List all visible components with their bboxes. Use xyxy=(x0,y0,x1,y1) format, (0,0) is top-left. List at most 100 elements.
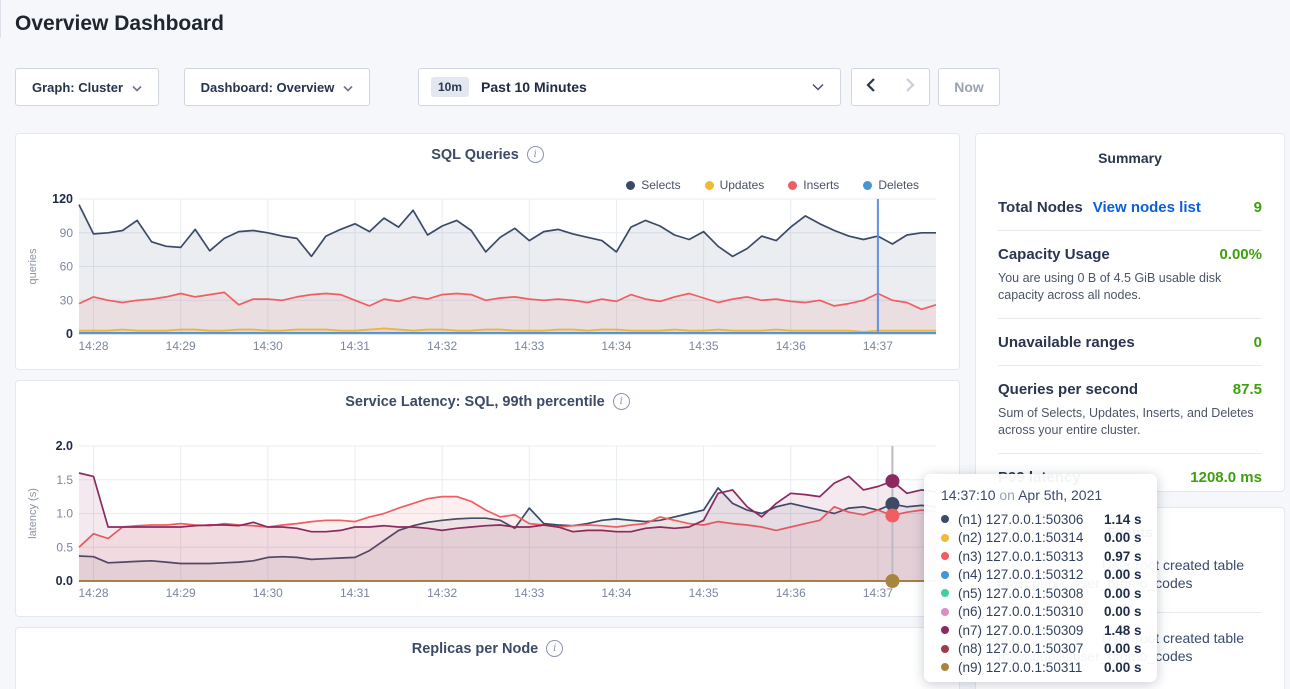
chevron-down-icon xyxy=(343,80,353,95)
node-color-dot xyxy=(941,533,949,542)
summary-rows: Total Nodes View nodes list 9 Capacity Usag… xyxy=(976,184,1284,500)
tooltip-node-row: (n7) 127.0.0.1:50309 1.48 s xyxy=(941,621,1143,640)
svg-text:0.5: 0.5 xyxy=(56,540,73,554)
graph-dropdown[interactable]: Graph: Cluster xyxy=(15,68,159,106)
svg-text:14:29: 14:29 xyxy=(166,586,196,600)
chevron-left-icon xyxy=(865,77,877,98)
svg-text:latency (s): latency (s) xyxy=(27,488,39,539)
service-latency-chart[interactable]: 0.0 0.5 1.0 1.5 2.0 14:28 14:29 14:30 14:31 14:32… xyxy=(16,436,961,611)
node-color-dot xyxy=(941,570,949,579)
svg-text:14:35: 14:35 xyxy=(689,339,719,353)
chevron-down-icon xyxy=(132,80,142,95)
svg-text:30: 30 xyxy=(60,293,74,307)
tooltip-node-value: 0.00 s xyxy=(1104,659,1142,675)
summary-panel: Summary Total Nodes View nodes list 9 Capac… xyxy=(975,133,1285,492)
node-color-dot xyxy=(941,552,949,561)
tooltip-node-label: (n8) 127.0.0.1:50307 xyxy=(958,641,1084,657)
svg-text:14:30: 14:30 xyxy=(253,586,283,600)
now-button[interactable]: Now xyxy=(938,68,1000,106)
legend-label: Inserts xyxy=(803,178,840,192)
legend-dot xyxy=(704,180,714,190)
legend-dot xyxy=(788,180,798,190)
legend-dot xyxy=(863,180,873,190)
svg-text:14:35: 14:35 xyxy=(689,586,719,600)
summary-row-value: 0.00% xyxy=(1219,246,1262,263)
dashboard-dropdown[interactable]: Dashboard: Overview xyxy=(184,68,370,106)
service-latency-panel: Service Latency: SQL, 99th percentile i … xyxy=(15,380,960,617)
info-icon[interactable]: i xyxy=(546,640,564,657)
summary-row-label: Total Nodes xyxy=(998,199,1083,216)
svg-text:0.0: 0.0 xyxy=(56,574,73,588)
tooltip-node-value: 0.00 s xyxy=(1104,530,1142,546)
tooltip-node-row: (n6) 127.0.0.1:50310 0.00 s xyxy=(941,603,1143,622)
info-icon[interactable]: i xyxy=(612,393,630,410)
graph-dropdown-label: Graph: Cluster xyxy=(31,79,123,95)
view-nodes-list-link[interactable]: View nodes list xyxy=(1092,199,1201,216)
summary-row-label: Queries per second xyxy=(998,381,1139,398)
tooltip-node-label: (n5) 127.0.0.1:50308 xyxy=(958,585,1084,601)
tooltip-node-row: (n4) 127.0.0.1:50312 0.00 s xyxy=(941,566,1143,585)
node-color-dot xyxy=(941,663,949,672)
tooltip-date: Apr 5th, 2021 xyxy=(1018,487,1103,503)
node-color-dot xyxy=(941,626,949,635)
summary-row: Queries per second 87.5 Sum of Selects, Up… xyxy=(998,366,1262,454)
tooltip-node-value: 0.00 s xyxy=(1104,585,1142,601)
tooltip-node-rows: (n1) 127.0.0.1:50306 1.14 s (n2) 127.0.0.1… xyxy=(941,510,1143,677)
tooltip-node-row: (n8) 127.0.0.1:50307 0.00 s xyxy=(941,640,1143,659)
sql-queries-title: SQL Queries xyxy=(431,146,519,163)
tooltip-node-label: (n6) 127.0.0.1:50310 xyxy=(958,604,1084,620)
tooltip-node-row: (n2) 127.0.0.1:50314 0.00 s xyxy=(941,529,1143,548)
node-color-dot xyxy=(941,607,949,616)
legend-item-selects[interactable]: Selects xyxy=(626,178,681,192)
node-color-dot xyxy=(941,589,949,598)
legend-dot xyxy=(626,180,636,190)
svg-text:1.5: 1.5 xyxy=(56,473,73,487)
tooltip-node-row: (n5) 127.0.0.1:50308 0.00 s xyxy=(941,584,1143,603)
time-prev-button[interactable] xyxy=(851,68,891,106)
summary-title: Summary xyxy=(1098,150,1162,166)
replicas-per-node-title: Replicas per Node xyxy=(411,640,539,657)
summary-row-label: Capacity Usage xyxy=(998,246,1110,263)
info-icon[interactable]: i xyxy=(526,146,544,163)
legend-item-deletes[interactable]: Deletes xyxy=(863,178,919,192)
tooltip-node-label: (n2) 127.0.0.1:50314 xyxy=(958,530,1084,546)
summary-row-top: Unavailable ranges 0 xyxy=(998,334,1262,351)
summary-row: Total Nodes View nodes list 9 xyxy=(998,184,1262,231)
svg-text:14:32: 14:32 xyxy=(427,339,457,353)
summary-row-value: 0 xyxy=(1253,334,1262,351)
tooltip-node-value: 0.00 s xyxy=(1104,604,1142,620)
tooltip-node-label: (n4) 127.0.0.1:50312 xyxy=(958,567,1084,583)
svg-text:14:32: 14:32 xyxy=(427,586,457,600)
time-range-dropdown[interactable]: 10m Past 10 Minutes xyxy=(418,68,841,106)
replicas-per-node-panel: Replicas per Node i xyxy=(15,627,960,689)
time-range-badge: 10m xyxy=(431,77,470,97)
time-next-button[interactable] xyxy=(890,68,930,106)
tooltip-node-value: 0.97 s xyxy=(1104,548,1142,564)
svg-text:14:37: 14:37 xyxy=(863,586,893,600)
summary-row-value: 87.5 xyxy=(1232,381,1262,398)
time-range-label: Past 10 Minutes xyxy=(481,79,587,95)
summary-row-description: You are using 0 B of 4.5 GiB usable disk… xyxy=(998,271,1222,302)
summary-row-top: Total Nodes View nodes list 9 xyxy=(998,199,1262,216)
legend-item-inserts[interactable]: Inserts xyxy=(788,178,839,192)
svg-text:2.0: 2.0 xyxy=(56,439,73,453)
svg-text:14:29: 14:29 xyxy=(166,339,196,353)
legend-item-updates[interactable]: Updates xyxy=(704,178,764,192)
sql-queries-panel: SQL Queries i Selects Updates Inserts Delet… xyxy=(15,133,960,370)
node-color-dot xyxy=(941,515,949,524)
svg-text:14:33: 14:33 xyxy=(514,586,544,600)
chevron-right-icon xyxy=(904,77,916,98)
svg-text:14:37: 14:37 xyxy=(863,339,893,353)
dashboard-dropdown-label: Dashboard: Overview xyxy=(200,79,335,95)
sql-queries-chart[interactable]: 0 30 60 90 120 14:28 14:29 14:30 14:31 14:32 14:33… xyxy=(16,189,961,364)
tooltip-node-label: (n9) 127.0.0.1:50311 xyxy=(958,659,1083,675)
svg-text:14:30: 14:30 xyxy=(253,339,283,353)
tooltip-node-value: 1.14 s xyxy=(1104,511,1142,527)
summary-row-label: Unavailable ranges xyxy=(998,334,1135,351)
svg-text:0: 0 xyxy=(66,327,73,341)
toolbar-divider xyxy=(0,0,1,38)
svg-text:queries: queries xyxy=(27,248,39,285)
tooltip-node-row: (n9) 127.0.0.1:50311 0.00 s xyxy=(941,658,1143,677)
page-title: Overview Dashboard xyxy=(15,12,224,35)
tooltip-node-value: 0.00 s xyxy=(1104,641,1142,657)
